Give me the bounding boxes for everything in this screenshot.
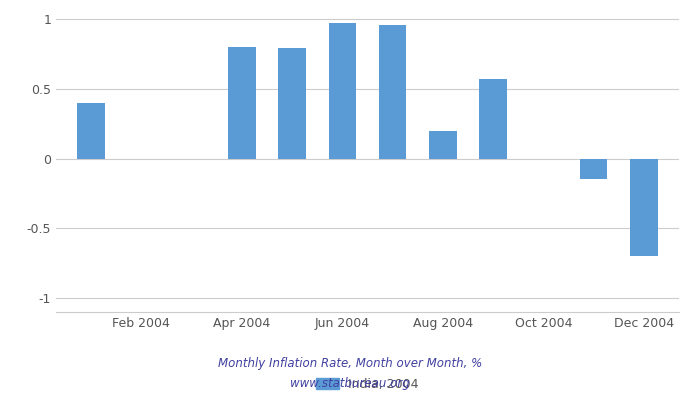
Text: www.statbureau.org: www.statbureau.org (290, 378, 410, 390)
Bar (630, 158, 657, 256)
Bar (328, 23, 356, 158)
Bar (228, 47, 256, 158)
Bar (379, 24, 407, 158)
Legend: India, 2004: India, 2004 (311, 373, 424, 396)
Bar (78, 103, 105, 158)
Text: Monthly Inflation Rate, Month over Month, %: Monthly Inflation Rate, Month over Month… (218, 358, 482, 370)
Bar (429, 131, 456, 158)
Bar (279, 48, 306, 158)
Bar (480, 79, 507, 158)
Bar (580, 158, 608, 180)
